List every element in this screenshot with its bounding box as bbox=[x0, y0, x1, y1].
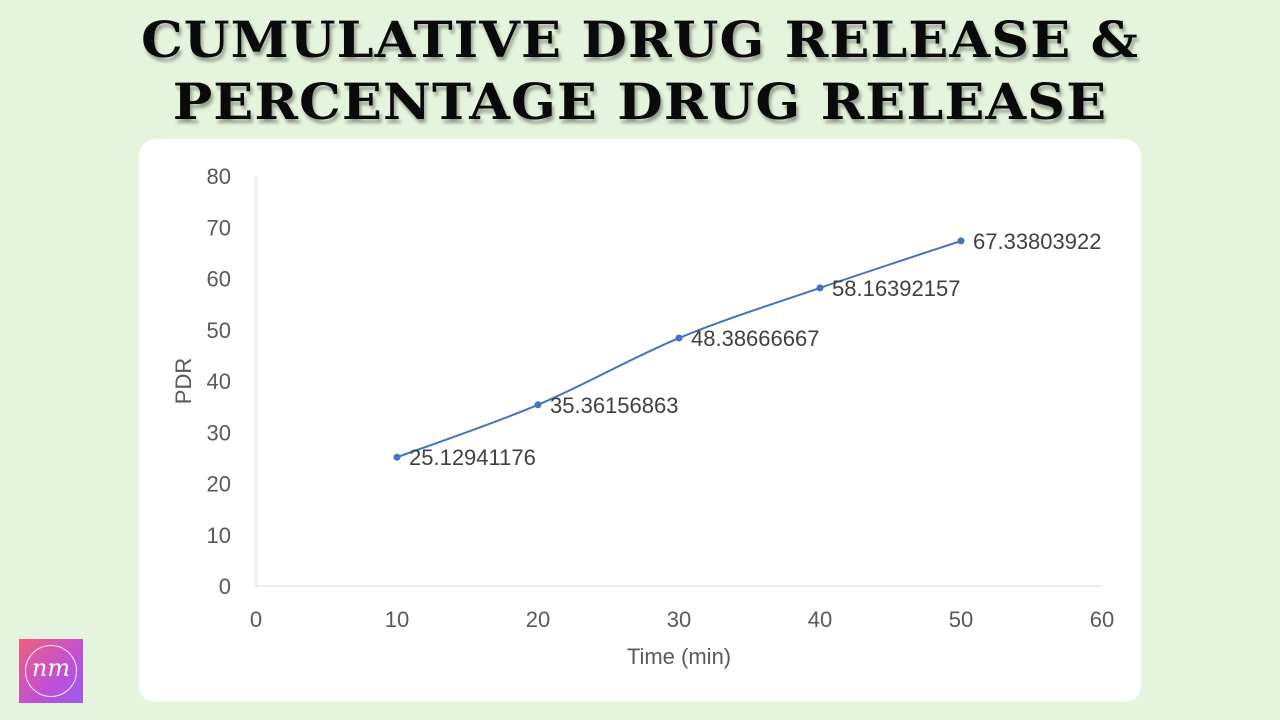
y-tick-label: 10 bbox=[207, 523, 231, 548]
y-tick-label: 70 bbox=[207, 215, 231, 240]
y-tick-label: 40 bbox=[207, 369, 231, 394]
brand-logo: nm bbox=[19, 639, 83, 703]
data-label: 35.36156863 bbox=[550, 393, 678, 418]
y-tick-label: 60 bbox=[207, 267, 231, 292]
x-tick-label: 30 bbox=[667, 607, 691, 632]
logo-circle bbox=[25, 645, 77, 697]
axes bbox=[255, 176, 1102, 587]
data-label: 25.12941176 bbox=[409, 445, 536, 470]
data-point bbox=[816, 284, 824, 292]
data-point bbox=[393, 453, 401, 461]
series-line bbox=[396, 239, 962, 459]
title-line-1: CUMULATIVE DRUG RELEASE & bbox=[140, 10, 1140, 69]
x-tick-label: 40 bbox=[808, 607, 832, 632]
title-line-2: PERCENTAGE DRUG RELEASE bbox=[172, 72, 1108, 131]
data-labels: 25.12941176 35.36156863 48.38666667 58.1639… bbox=[409, 229, 1101, 470]
x-axis-title: Time (min) bbox=[627, 644, 731, 669]
logo-monogram: nm bbox=[31, 654, 71, 682]
data-points bbox=[393, 237, 965, 461]
x-tick-label: 10 bbox=[385, 607, 409, 632]
data-label: 48.38666667 bbox=[691, 326, 819, 351]
x-tick-label: 0 bbox=[250, 607, 262, 632]
data-point bbox=[534, 401, 542, 409]
y-tick-label: 20 bbox=[207, 472, 231, 497]
y-tick-label: 50 bbox=[207, 318, 231, 343]
y-tick-label: 80 bbox=[207, 164, 231, 189]
y-axis-title: PDR bbox=[171, 358, 196, 404]
y-tick-label: 0 bbox=[219, 574, 231, 599]
data-point bbox=[957, 237, 965, 245]
tick-labels: 0 10 20 30 40 50 60 70 80 0 10 20 30 40 50 60 bbox=[207, 164, 1115, 632]
x-tick-label: 50 bbox=[949, 607, 973, 632]
x-tick-label: 60 bbox=[1090, 607, 1114, 632]
x-tick-label: 20 bbox=[526, 607, 550, 632]
data-label: 67.33803922 bbox=[973, 229, 1101, 254]
y-tick-label: 30 bbox=[207, 420, 231, 445]
series-line-layer bbox=[396, 239, 962, 459]
data-label: 58.16392157 bbox=[832, 276, 960, 301]
chart-card bbox=[139, 139, 1141, 702]
data-point bbox=[675, 334, 683, 342]
